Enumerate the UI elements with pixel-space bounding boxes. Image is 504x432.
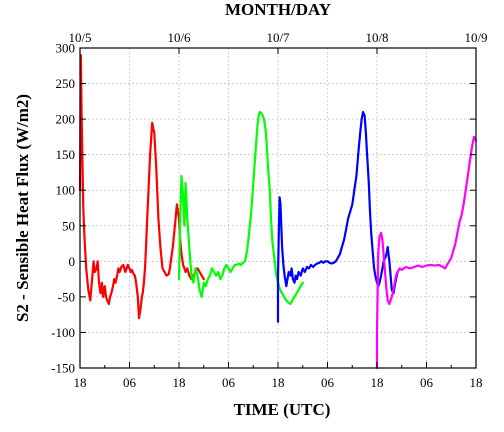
y-tick-label: 0: [69, 254, 76, 269]
series-line-4: [375, 135, 478, 370]
y-tick-label: -50: [58, 289, 75, 304]
y-tick-label: 150: [56, 147, 76, 162]
axis-ticks: [79, 47, 477, 369]
top-tick-label: 10/7: [266, 30, 290, 45]
x-tick-label: 18: [371, 375, 384, 390]
x-tick-label: 18: [173, 375, 186, 390]
x-axis-title: TIME (UTC): [234, 400, 331, 419]
y-tick-label: 100: [56, 183, 76, 198]
top-tick-label: 10/8: [365, 30, 388, 45]
y-tick-label: -150: [51, 361, 75, 376]
y-tick-label: 200: [56, 112, 76, 127]
y-tick-label: 300: [56, 41, 76, 56]
y-axis-title: S2 - Sensible Heat Flux (W/m2): [13, 94, 32, 322]
grid-lines: [80, 48, 476, 368]
top-tick-label: 10/9: [464, 30, 487, 45]
x-tick-label: 18: [470, 375, 483, 390]
y-tick-label: 50: [62, 218, 75, 233]
y-tick-label: 250: [56, 76, 76, 91]
top-axis-title: MONTH/DAY: [225, 0, 331, 19]
top-tick-label: 10/6: [167, 30, 191, 45]
series-layer: [78, 53, 478, 370]
x-tick-label: 06: [222, 375, 236, 390]
x-tick-label: 18: [272, 375, 285, 390]
x-tick-label: 06: [123, 375, 137, 390]
x-tick-label: 06: [321, 375, 335, 390]
x-tick-label: 18: [74, 375, 87, 390]
series-line-2: [177, 110, 304, 306]
x-tick-label: 06: [420, 375, 434, 390]
tick-labels: -150 -100 -50 0 50 100 150 200 250 300 18 06 18 06 18 0…: [51, 30, 487, 390]
top-tick-label: 10/5: [68, 30, 91, 45]
series-line-3: [276, 110, 399, 323]
y-tick-label: -100: [51, 325, 75, 340]
